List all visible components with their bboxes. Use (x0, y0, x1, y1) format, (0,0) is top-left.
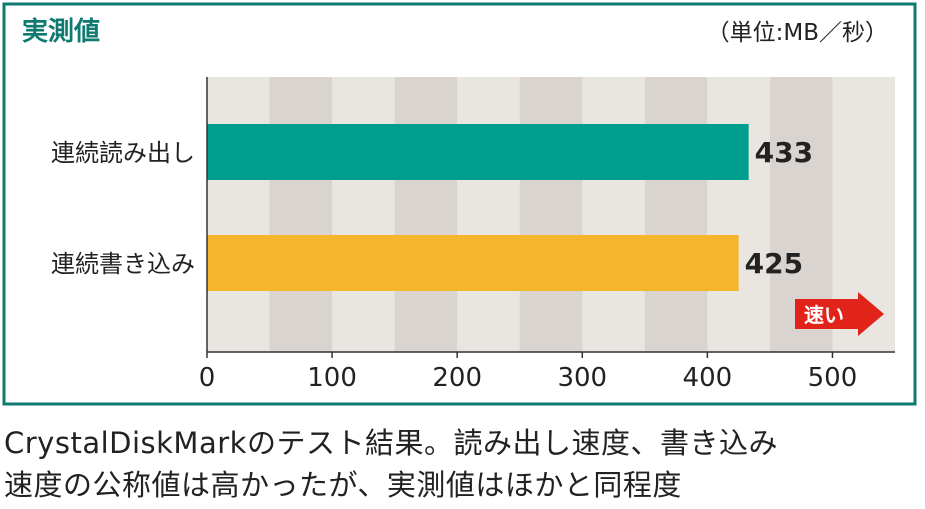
grid-band (269, 77, 333, 352)
speed-arrow (795, 292, 884, 336)
x-tick-label: 0 (199, 363, 216, 393)
grid-band (644, 77, 708, 352)
unit-label: （単位:MB／秒） (707, 20, 888, 46)
grid-band (519, 77, 583, 352)
category-label: 連続読み出し (51, 139, 195, 167)
category-label: 連続書き込み (51, 250, 195, 278)
grid-band (394, 77, 458, 352)
bar (207, 235, 739, 291)
bar (207, 124, 749, 180)
chart-title: 実測値 (22, 16, 100, 47)
annotation: 速い (804, 303, 844, 327)
caption-line: 速度の公称値は高かったが、実測値はほかと同程度 (4, 468, 682, 502)
caption-line: CrystalDiskMarkのテスト結果。読み出し速度、書き込み (4, 426, 778, 460)
x-tick-label: 300 (557, 363, 607, 393)
x-tick-label: 200 (432, 363, 482, 393)
plot: 連続読み出し 433 連続書き込み 425 0 100 200 300 400 500 速い (51, 77, 895, 393)
x-tick-label: 400 (683, 363, 733, 393)
value-label: 433 (755, 136, 813, 169)
chart: 実測値 （単位:MB／秒） 連続読み出し 433 連続書き込み 425 0 100 200 3… (2, 2, 917, 406)
x-tick-label: 500 (808, 363, 858, 393)
x-tick-label: 100 (307, 363, 357, 393)
value-label: 425 (745, 247, 803, 280)
